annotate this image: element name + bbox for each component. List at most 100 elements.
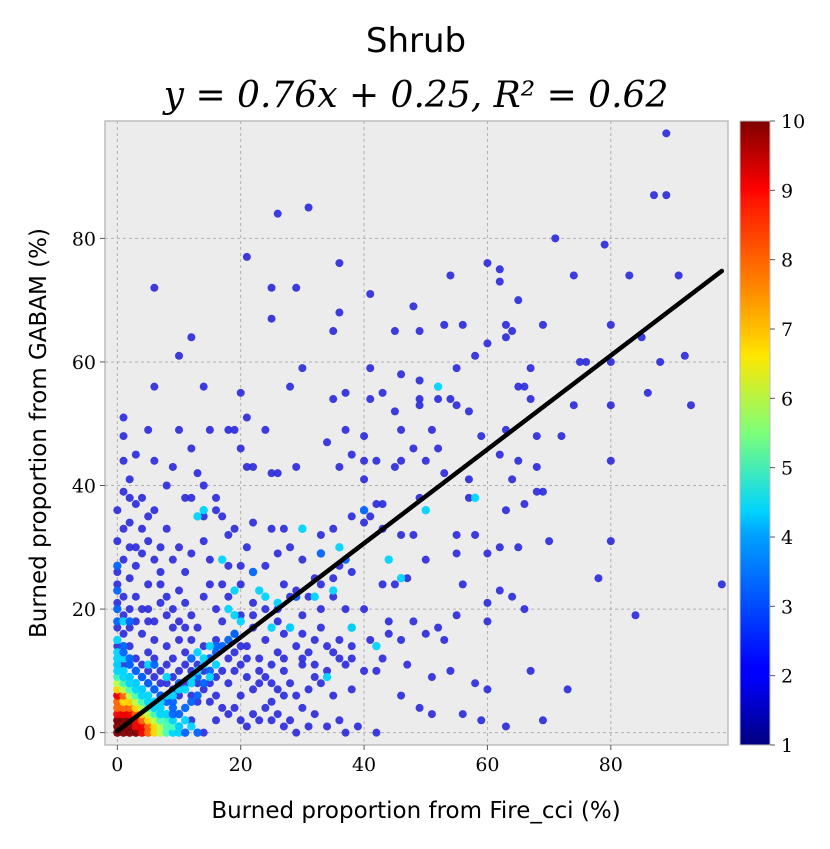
data-point <box>199 481 208 490</box>
data-point <box>606 320 615 329</box>
data-point <box>421 506 430 515</box>
data-point <box>113 598 122 607</box>
data-point <box>335 716 344 725</box>
data-point <box>131 685 141 694</box>
data-point <box>353 722 362 731</box>
data-point <box>347 685 356 694</box>
data-point <box>113 617 122 626</box>
data-point <box>261 592 270 601</box>
data-point <box>138 605 147 614</box>
data-point <box>384 617 393 626</box>
data-point <box>119 660 128 669</box>
data-point <box>242 642 251 651</box>
data-point <box>323 438 332 447</box>
data-point <box>150 716 159 725</box>
colorbar-tick-label: 4 <box>781 527 793 549</box>
data-point <box>495 586 504 595</box>
data-point <box>471 679 480 688</box>
data-point <box>384 555 393 564</box>
data-point <box>119 672 128 682</box>
data-point <box>335 543 344 552</box>
data-point <box>261 561 270 570</box>
regression-equation: y = 0.76x + 0.25, R² = 0.62 <box>162 75 669 116</box>
data-point <box>378 654 387 663</box>
data-point <box>193 672 202 682</box>
data-point <box>168 697 178 706</box>
data-point <box>156 568 165 577</box>
data-point <box>397 370 406 379</box>
data-point <box>501 722 510 731</box>
data-point <box>662 191 671 200</box>
data-point <box>113 697 122 706</box>
data-point <box>372 456 381 465</box>
y-tick-label: 80 <box>72 228 96 250</box>
data-point <box>292 462 301 471</box>
data-point <box>187 716 196 725</box>
data-point <box>113 672 122 682</box>
y-tick-label: 0 <box>84 723 96 745</box>
data-point <box>255 654 264 663</box>
data-point <box>150 555 159 564</box>
data-point <box>440 320 449 329</box>
data-point <box>150 456 159 465</box>
data-point <box>212 635 221 644</box>
data-point <box>366 512 375 521</box>
data-point <box>372 728 381 737</box>
data-point <box>267 623 276 632</box>
data-point <box>193 623 202 632</box>
data-point <box>347 512 356 521</box>
data-point <box>397 635 406 644</box>
data-point <box>217 555 227 564</box>
data-point <box>168 605 177 614</box>
data-point <box>433 382 443 391</box>
data-point <box>316 605 325 614</box>
data-point <box>230 703 239 712</box>
data-point <box>119 611 128 620</box>
data-point <box>526 364 535 373</box>
data-point <box>267 524 276 533</box>
data-point <box>378 580 387 589</box>
data-point <box>125 672 134 682</box>
data-point <box>193 648 202 657</box>
data-point <box>335 654 344 663</box>
data-point <box>267 697 276 706</box>
data-point <box>125 543 134 552</box>
colorbar-tick-label: 10 <box>781 111 805 133</box>
data-point <box>249 462 258 471</box>
data-point <box>347 623 356 632</box>
data-point <box>119 679 128 688</box>
colorbar-tick-label: 8 <box>781 250 793 272</box>
data-point <box>119 456 128 465</box>
data-point <box>267 314 276 323</box>
data-point <box>199 679 208 688</box>
data-point <box>236 660 245 669</box>
data-point <box>310 592 319 601</box>
data-point <box>261 635 270 644</box>
data-point <box>193 469 202 478</box>
data-point <box>224 635 233 645</box>
data-point <box>323 642 332 651</box>
data-point <box>119 524 128 533</box>
data-point <box>199 537 208 546</box>
data-point <box>125 493 134 502</box>
data-point <box>372 666 381 675</box>
data-point <box>119 592 128 601</box>
data-point <box>168 716 178 725</box>
data-point <box>403 660 412 669</box>
data-point <box>131 617 140 626</box>
data-point <box>286 543 295 552</box>
data-point <box>582 357 591 366</box>
data-point <box>452 364 461 373</box>
data-point <box>458 320 467 329</box>
data-point <box>125 697 134 706</box>
data-point <box>212 716 221 725</box>
data-point <box>390 580 399 589</box>
data-point <box>557 432 566 441</box>
data-point <box>137 697 147 706</box>
data-point <box>495 543 504 552</box>
data-point <box>230 629 239 638</box>
data-point <box>360 475 369 484</box>
x-axis-ticks: 0 20 40 60 80 <box>111 745 623 776</box>
data-point <box>236 716 245 725</box>
data-point <box>162 709 171 719</box>
